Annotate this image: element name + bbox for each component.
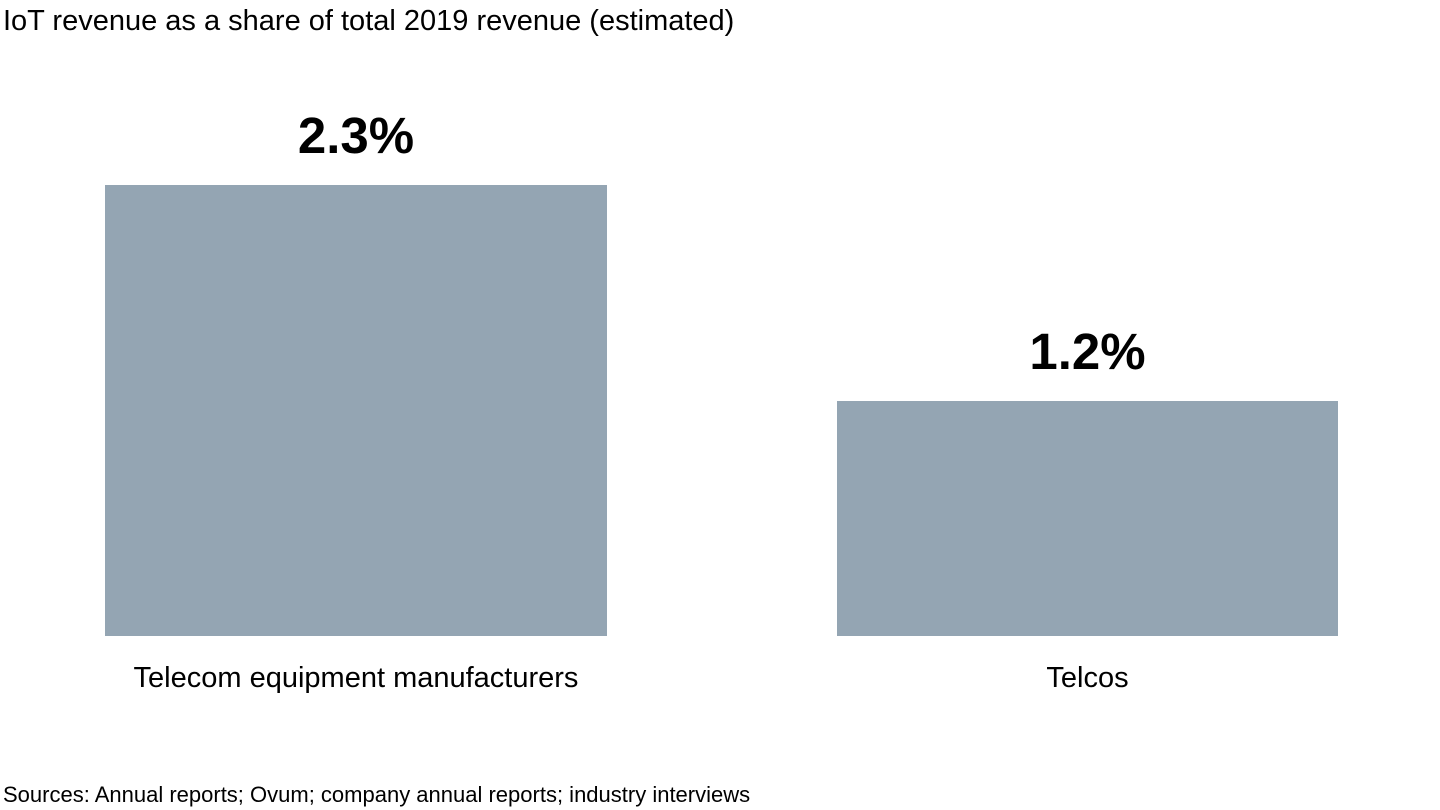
bar-value-label: 2.3% <box>297 107 415 164</box>
bar-value-label: 1.2% <box>1029 323 1146 380</box>
bar-group-telecom-equipment: 2.3% <box>105 0 607 636</box>
chart-title: IoT revenue as a share of total 2019 rev… <box>3 5 735 37</box>
bar-group-telcos: 1.2% <box>837 0 1338 636</box>
bar-category-label-telecom-equipment: Telecom equipment manufacturers <box>133 662 579 694</box>
source-note: Sources: Annual reports; Ovum; company a… <box>3 782 751 807</box>
bar-category-label-telcos: Telcos <box>1046 662 1129 694</box>
bar-telecom-equipment <box>105 185 607 636</box>
bar-telcos <box>837 401 1338 636</box>
